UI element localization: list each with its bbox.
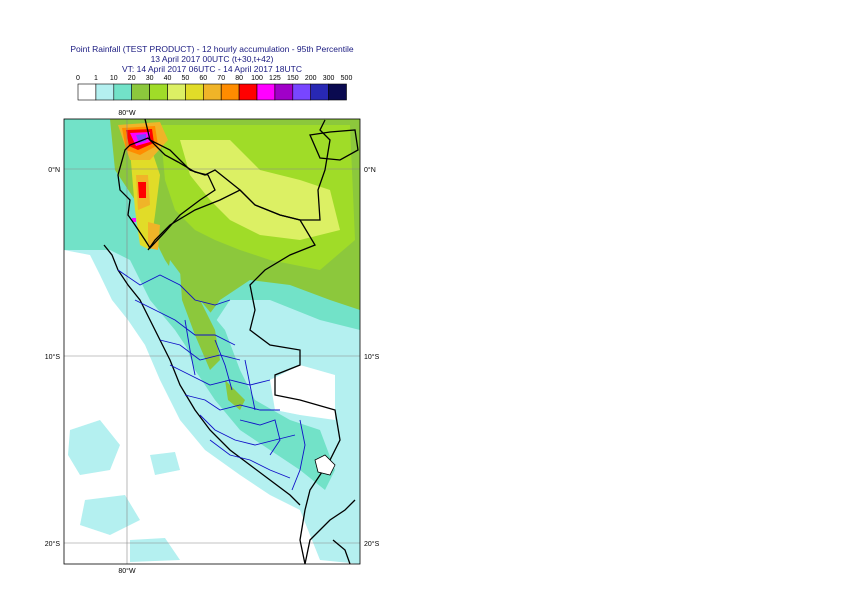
legend-threshold-label: 125 — [269, 75, 281, 82]
legend-threshold-label: 10 — [110, 75, 118, 82]
graticule — [64, 119, 360, 564]
legend-swatch — [328, 83, 347, 101]
lat-label-right-0: 0°N — [364, 166, 376, 174]
title-line-2: 13 April 2017 00UTC (t+30,t+42) — [150, 54, 274, 64]
title-line-3: VT: 14 April 2017 06UTC - 14 April 2017 … — [121, 64, 302, 74]
lat-label-right-1: 10°S — [364, 353, 380, 361]
map-layers — [64, 119, 360, 564]
ocean-patches — [68, 420, 180, 562]
map-frame — [63, 118, 361, 565]
dry-area-inland — [270, 365, 335, 420]
legend-threshold-label: 300 — [323, 75, 335, 82]
legend-threshold-label: 50 — [182, 75, 190, 82]
legend-threshold-label: 20 — [128, 75, 136, 82]
color-legend: 0 1 10 20 30 40 50 60 70 80 100 125 150 200 300 500 — [76, 75, 353, 101]
region-borders — [117, 269, 306, 491]
lake-titicaca — [314, 454, 336, 476]
dry-area-south — [64, 300, 200, 540]
legend-threshold-label: 0 — [76, 75, 80, 82]
lat-label-left-0: 0°N — [48, 166, 60, 174]
rain-field-red — [126, 129, 154, 198]
lat-label-right-2: 20°S — [364, 540, 380, 548]
rain-field-purple — [136, 134, 146, 143]
legend-threshold-label: 500 — [341, 75, 353, 82]
rain-field-yellow — [180, 140, 340, 240]
title-line-1: Point Rainfall (TEST PRODUCT) - 12 hourl… — [70, 44, 354, 54]
lat-label-left-2: 20°S — [45, 540, 61, 548]
legend-threshold-label: 60 — [199, 75, 207, 82]
rain-field-andes-lime — [180, 270, 245, 410]
legend-threshold-label: 200 — [305, 75, 317, 82]
rain-field-magenta — [130, 132, 150, 222]
legend-threshold-label: 80 — [235, 75, 243, 82]
lat-label-left-1: 10°S — [45, 353, 61, 361]
legend-threshold-label: 150 — [287, 75, 299, 82]
legend-threshold-label: 1 — [94, 75, 98, 82]
legend-threshold-label: 70 — [217, 75, 225, 82]
lon-label-bottom: 80°W — [118, 567, 136, 575]
legend-threshold-label: 30 — [146, 75, 154, 82]
lon-label-top: 80°W — [118, 109, 136, 117]
legend-threshold-label: 40 — [164, 75, 172, 82]
legend-threshold-label: 100 — [251, 75, 263, 82]
